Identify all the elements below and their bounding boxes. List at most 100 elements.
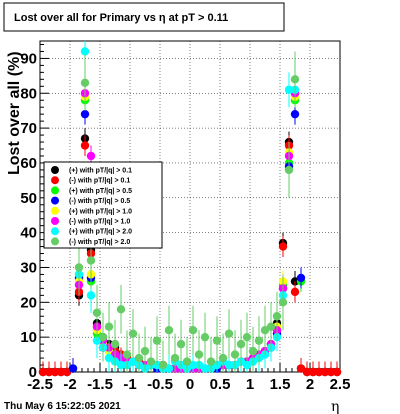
data-point bbox=[80, 141, 90, 150]
x-tick-label: -2.5 bbox=[27, 376, 53, 393]
title-box bbox=[3, 2, 285, 32]
data-point bbox=[116, 360, 126, 370]
data-point bbox=[212, 336, 222, 345]
data-point bbox=[140, 346, 150, 356]
legend-marker bbox=[51, 227, 59, 236]
x-tick-label: 2.5 bbox=[330, 376, 351, 393]
data-point bbox=[56, 367, 66, 377]
data-point bbox=[296, 273, 306, 283]
data-point bbox=[116, 305, 126, 314]
data-point bbox=[266, 322, 276, 331]
data-point bbox=[86, 151, 96, 161]
y-tick-label: 50 bbox=[20, 190, 37, 207]
legend-marker bbox=[51, 217, 59, 225]
y-tick-label: 30 bbox=[20, 259, 37, 276]
data-point bbox=[50, 367, 60, 377]
plot-area: -2.5 -2 -1.5 -1 -0.5 0 0.5 1 1.5 2 2.5 0 10 20 30 40 50 6… bbox=[20, 40, 351, 393]
data-point bbox=[278, 242, 288, 251]
legend: (+) with pT/|q| > 0.1 (-) with pT/|q| > 0… bbox=[43, 161, 163, 249]
data-point bbox=[104, 322, 114, 331]
y-axis-title: Lost over all (%) bbox=[6, 51, 23, 175]
data-point bbox=[224, 329, 234, 338]
data-point bbox=[290, 75, 300, 84]
data-point bbox=[80, 78, 90, 88]
data-point bbox=[284, 165, 294, 175]
data-point bbox=[68, 364, 78, 373]
data-point bbox=[44, 367, 54, 377]
data-point bbox=[278, 298, 288, 307]
data-point bbox=[254, 336, 264, 345]
data-point bbox=[110, 339, 120, 349]
legend-entry: (-) with pT/|q| > 0.1 bbox=[69, 178, 130, 185]
data-point bbox=[92, 308, 102, 317]
data-point bbox=[194, 350, 204, 359]
data-point bbox=[146, 357, 156, 366]
legend-box bbox=[43, 161, 163, 249]
data-point bbox=[158, 360, 168, 370]
data-point bbox=[152, 336, 162, 345]
y-tick-label: 80 bbox=[20, 85, 37, 102]
x-tick-label: 2 bbox=[306, 376, 314, 393]
y-tick-label: 0 bbox=[29, 364, 37, 381]
data-point bbox=[80, 47, 90, 56]
y-tick-label: 90 bbox=[20, 50, 37, 67]
data-point bbox=[290, 287, 300, 297]
data-point bbox=[272, 312, 282, 321]
y-tick-label: 10 bbox=[20, 329, 37, 346]
data-point bbox=[314, 367, 324, 377]
data-point bbox=[326, 367, 336, 377]
data-point bbox=[236, 339, 246, 349]
data-point bbox=[86, 256, 96, 265]
data-point bbox=[242, 332, 252, 342]
data-point bbox=[308, 367, 318, 377]
footer-timestamp: Thu May 6 15:22:05 2021 bbox=[4, 401, 121, 412]
x-tick-label: -2 bbox=[63, 376, 76, 393]
legend-marker bbox=[51, 166, 59, 174]
chart-title: Lost over all for Primary vs η at pT > 0… bbox=[14, 12, 228, 24]
legend-marker bbox=[51, 237, 59, 246]
y-tick-label: 40 bbox=[20, 225, 37, 242]
data-point bbox=[200, 332, 210, 342]
data-point bbox=[164, 325, 174, 335]
y-tick-label: 20 bbox=[20, 294, 37, 311]
data-point bbox=[284, 85, 294, 94]
legend-entry: (-) with pT/|q| > 1.0 bbox=[69, 219, 130, 226]
data-point bbox=[224, 360, 234, 370]
data-point bbox=[134, 353, 144, 363]
legend-marker bbox=[51, 196, 59, 205]
data-point bbox=[302, 367, 312, 377]
data-point bbox=[230, 350, 240, 359]
legend-marker bbox=[51, 176, 59, 185]
legend-entry: (+) with pT/|q| > 2.0 bbox=[69, 229, 132, 236]
legend-entry: (-) with pT/|q| > 0.5 bbox=[69, 198, 130, 205]
y-tick-label: 60 bbox=[20, 155, 37, 172]
data-point bbox=[332, 367, 342, 377]
data-point bbox=[200, 364, 210, 373]
data-point bbox=[122, 350, 132, 359]
legend-entry: (-) with pT/|q| > 2.0 bbox=[69, 239, 130, 246]
data-point bbox=[170, 353, 180, 363]
legend-entry: (+) with pT/|q| > 0.5 bbox=[69, 188, 132, 195]
legend-entry: (+) with pT/|q| > 1.0 bbox=[69, 208, 132, 215]
data-point bbox=[188, 325, 198, 335]
data-point bbox=[248, 346, 258, 356]
series-8 bbox=[74, 51, 300, 372]
data-point bbox=[74, 263, 84, 272]
x-tick-label: 0 bbox=[186, 376, 194, 393]
data-point bbox=[218, 353, 228, 363]
legend-marker bbox=[51, 186, 59, 195]
x-axis-title: η bbox=[331, 399, 339, 414]
data-point bbox=[182, 357, 192, 366]
x-tick-label: 0.5 bbox=[210, 376, 231, 393]
x-tick-label: -1 bbox=[123, 376, 136, 393]
data-point bbox=[80, 109, 90, 119]
x-tick-label: 1.5 bbox=[270, 376, 291, 393]
data-point bbox=[38, 367, 48, 377]
x-tick-label: -1.5 bbox=[87, 376, 113, 393]
y-tick-label: 70 bbox=[20, 120, 37, 137]
data-point bbox=[206, 357, 216, 366]
data-point bbox=[176, 339, 186, 349]
data-point bbox=[98, 332, 108, 342]
legend-marker bbox=[51, 206, 59, 215]
